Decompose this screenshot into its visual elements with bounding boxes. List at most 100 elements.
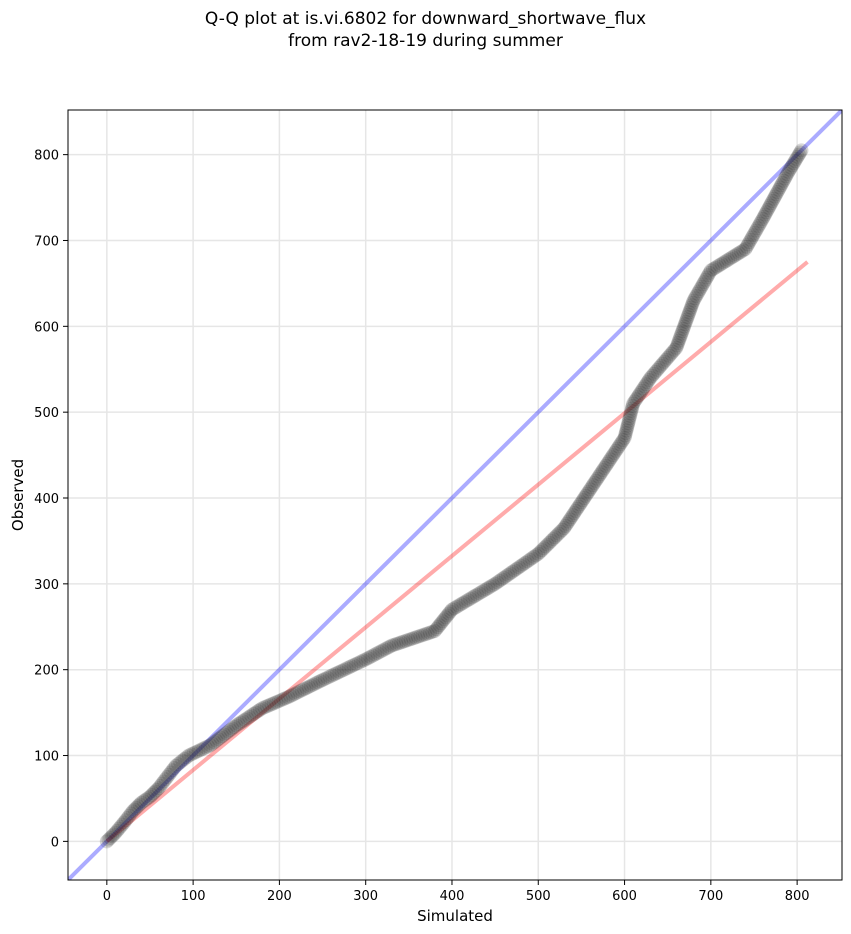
data-point bbox=[624, 403, 639, 418]
chart-title-line2: from rav2-18-19 during summer bbox=[288, 31, 563, 51]
y-tick-label: 0 bbox=[51, 835, 59, 850]
data-point bbox=[729, 247, 744, 262]
data-point bbox=[669, 340, 684, 355]
data-point bbox=[630, 390, 645, 405]
data-point bbox=[361, 651, 376, 666]
data-point bbox=[138, 792, 153, 807]
data-point bbox=[503, 566, 518, 581]
data-point bbox=[748, 223, 763, 238]
data-point bbox=[769, 187, 784, 202]
data-point bbox=[702, 265, 717, 280]
data-point bbox=[536, 541, 551, 556]
data-point bbox=[613, 437, 628, 452]
data-point bbox=[761, 200, 776, 215]
data-point bbox=[574, 495, 589, 510]
data-point bbox=[140, 791, 155, 806]
data-point bbox=[604, 450, 619, 465]
data-point bbox=[620, 418, 635, 433]
data-point bbox=[601, 454, 616, 469]
data-point bbox=[165, 763, 180, 778]
data-point bbox=[686, 293, 701, 308]
data-point bbox=[629, 392, 644, 407]
data-point bbox=[767, 189, 782, 204]
data-point bbox=[646, 366, 661, 381]
data-point bbox=[225, 721, 240, 736]
data-point bbox=[553, 524, 568, 539]
data-point bbox=[621, 416, 636, 431]
data-point bbox=[764, 196, 779, 211]
data-point bbox=[739, 239, 754, 254]
data-point bbox=[320, 670, 335, 685]
data-point bbox=[420, 626, 435, 641]
x-tick-label: 100 bbox=[181, 889, 206, 904]
data-point bbox=[643, 370, 658, 385]
data-point bbox=[747, 225, 762, 240]
data-point bbox=[221, 724, 236, 739]
data-point bbox=[125, 804, 140, 819]
data-point bbox=[674, 326, 689, 341]
data-point bbox=[252, 702, 267, 717]
x-tick-label: 0 bbox=[103, 889, 111, 904]
data-point bbox=[161, 767, 176, 782]
data-point bbox=[430, 620, 445, 635]
data-point bbox=[655, 356, 670, 371]
data-point bbox=[368, 647, 383, 662]
x-tick-label: 700 bbox=[698, 889, 723, 904]
data-point bbox=[122, 808, 137, 823]
data-point bbox=[754, 214, 769, 229]
data-point bbox=[198, 740, 213, 755]
data-point bbox=[341, 660, 356, 675]
data-point bbox=[789, 151, 804, 166]
data-point bbox=[264, 697, 279, 712]
data-point bbox=[379, 641, 394, 656]
y-tick-label: 200 bbox=[34, 664, 59, 679]
data-point bbox=[118, 813, 133, 828]
data-point bbox=[697, 275, 712, 290]
data-point bbox=[422, 625, 437, 640]
data-point bbox=[736, 243, 751, 258]
data-point bbox=[626, 396, 641, 411]
data-point bbox=[233, 715, 248, 730]
data-point bbox=[572, 497, 587, 512]
data-point bbox=[310, 675, 325, 690]
data-point bbox=[690, 286, 705, 301]
data-point bbox=[418, 627, 433, 642]
data-point bbox=[444, 602, 459, 617]
data-point bbox=[248, 705, 263, 720]
data-point bbox=[633, 385, 648, 400]
data-point bbox=[250, 704, 265, 719]
data-point bbox=[723, 251, 738, 266]
data-point bbox=[766, 191, 781, 206]
data-point bbox=[449, 599, 464, 614]
data-point bbox=[542, 535, 557, 550]
x-axis-label: Simulated bbox=[417, 907, 493, 925]
data-point bbox=[433, 616, 448, 631]
data-point bbox=[703, 263, 718, 278]
data-point bbox=[677, 317, 692, 332]
data-point bbox=[677, 319, 692, 334]
data-point bbox=[718, 254, 733, 269]
data-point bbox=[693, 282, 708, 297]
data-point bbox=[603, 452, 618, 467]
data-point bbox=[790, 149, 805, 164]
y-tick-label: 600 bbox=[34, 320, 59, 335]
data-point bbox=[645, 368, 660, 383]
data-point bbox=[429, 622, 444, 637]
y-tick-label: 700 bbox=[34, 234, 59, 249]
data-point bbox=[438, 610, 453, 625]
data-point bbox=[205, 736, 220, 751]
data-point bbox=[770, 185, 785, 200]
data-point bbox=[142, 789, 157, 804]
data-point bbox=[273, 693, 288, 708]
y-axis-label: Observed bbox=[9, 459, 27, 531]
data-point bbox=[571, 499, 586, 514]
data-point bbox=[558, 518, 573, 533]
data-point bbox=[684, 298, 699, 313]
data-point bbox=[465, 590, 480, 605]
data-point bbox=[597, 460, 612, 475]
data-point bbox=[447, 601, 462, 616]
reference-line-1to1 bbox=[68, 110, 842, 880]
data-point bbox=[676, 321, 691, 336]
data-point bbox=[285, 687, 300, 702]
data-point bbox=[794, 143, 809, 158]
